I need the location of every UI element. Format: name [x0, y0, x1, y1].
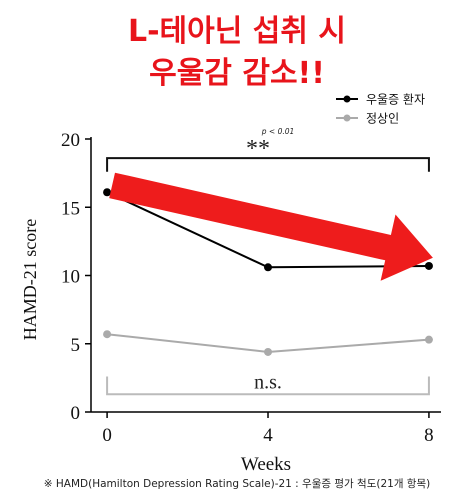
y-tick-label: 10 — [61, 267, 80, 288]
x-tick-label: 8 — [424, 425, 434, 446]
y-tick-label: 0 — [71, 403, 81, 424]
headline-line-1: L-테아닌 섭취 시 — [127, 14, 347, 49]
y-axis-label: HAMD-21 score — [20, 219, 40, 340]
significance-stars: ** — [246, 136, 270, 162]
x-tick-label: 0 — [102, 425, 112, 446]
legend-label-0: 우울증 환자 — [366, 93, 425, 107]
series-point-1-0 — [103, 330, 112, 339]
x-axis-label: Weeks — [241, 454, 291, 475]
legend-marker-1 — [343, 114, 351, 122]
significance-bracket — [106, 157, 430, 172]
series-point-1-1 — [264, 347, 273, 356]
legend-marker-0 — [343, 95, 351, 103]
series-point-1-2 — [424, 335, 433, 344]
series-point-0-2 — [424, 261, 433, 270]
series-point-0-1 — [264, 263, 273, 272]
y-tick-label: 20 — [61, 130, 80, 151]
p-value-label: p < 0.01 — [261, 127, 295, 136]
x-tick-label: 4 — [263, 425, 273, 446]
headline-line-2: 우울감 감소!! — [149, 56, 325, 91]
ns-bracket — [106, 376, 430, 396]
y-tick-label: 15 — [61, 198, 80, 219]
footnote: ※ HAMD(Hamilton Depression Rating Scale)… — [43, 478, 431, 490]
series-point-0-0 — [103, 188, 112, 197]
legend-label-1: 정상인 — [366, 112, 399, 126]
red-arrow-icon — [109, 172, 433, 281]
ns-label: n.s. — [254, 371, 282, 393]
y-tick-label: 5 — [71, 335, 81, 356]
